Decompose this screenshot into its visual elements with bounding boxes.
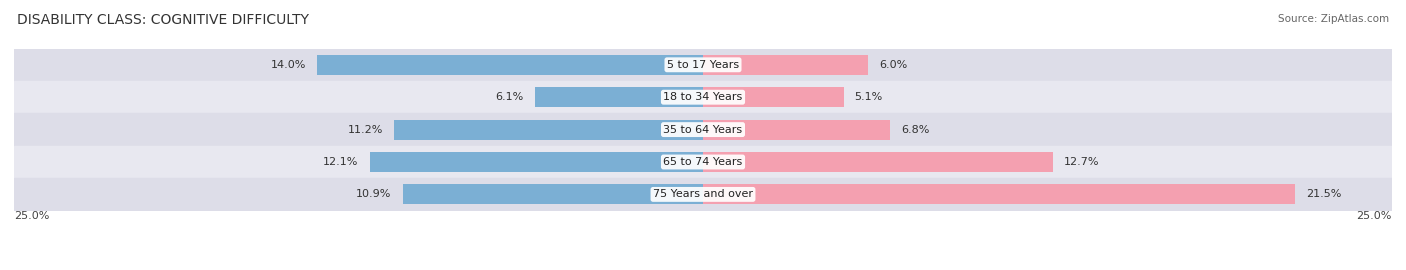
Text: 6.0%: 6.0%: [879, 60, 908, 70]
Text: 35 to 64 Years: 35 to 64 Years: [664, 124, 742, 135]
Bar: [534, 87, 703, 107]
Text: Source: ZipAtlas.com: Source: ZipAtlas.com: [1278, 14, 1389, 23]
Text: 11.2%: 11.2%: [347, 124, 384, 135]
Text: 14.0%: 14.0%: [271, 60, 307, 70]
Bar: [370, 152, 703, 172]
Bar: [14, 113, 1392, 146]
Text: 12.7%: 12.7%: [1064, 157, 1099, 167]
Text: 5 to 17 Years: 5 to 17 Years: [666, 60, 740, 70]
Text: 5.1%: 5.1%: [855, 92, 883, 102]
Bar: [703, 120, 890, 140]
Text: 75 Years and over: 75 Years and over: [652, 189, 754, 200]
Bar: [394, 120, 703, 140]
Text: 21.5%: 21.5%: [1306, 189, 1341, 200]
Bar: [14, 81, 1392, 113]
Bar: [703, 152, 1053, 172]
Bar: [318, 55, 703, 75]
Text: 6.8%: 6.8%: [901, 124, 929, 135]
Text: 25.0%: 25.0%: [14, 211, 49, 221]
Text: 65 to 74 Years: 65 to 74 Years: [664, 157, 742, 167]
Text: DISABILITY CLASS: COGNITIVE DIFFICULTY: DISABILITY CLASS: COGNITIVE DIFFICULTY: [17, 14, 309, 28]
Bar: [14, 49, 1392, 81]
Bar: [14, 178, 1392, 211]
Text: 10.9%: 10.9%: [356, 189, 392, 200]
Bar: [14, 146, 1392, 178]
Bar: [703, 87, 844, 107]
Text: 25.0%: 25.0%: [1357, 211, 1392, 221]
Bar: [402, 184, 703, 204]
Bar: [703, 55, 869, 75]
Text: 6.1%: 6.1%: [496, 92, 524, 102]
Bar: [703, 184, 1295, 204]
Text: 18 to 34 Years: 18 to 34 Years: [664, 92, 742, 102]
Text: 12.1%: 12.1%: [323, 157, 359, 167]
